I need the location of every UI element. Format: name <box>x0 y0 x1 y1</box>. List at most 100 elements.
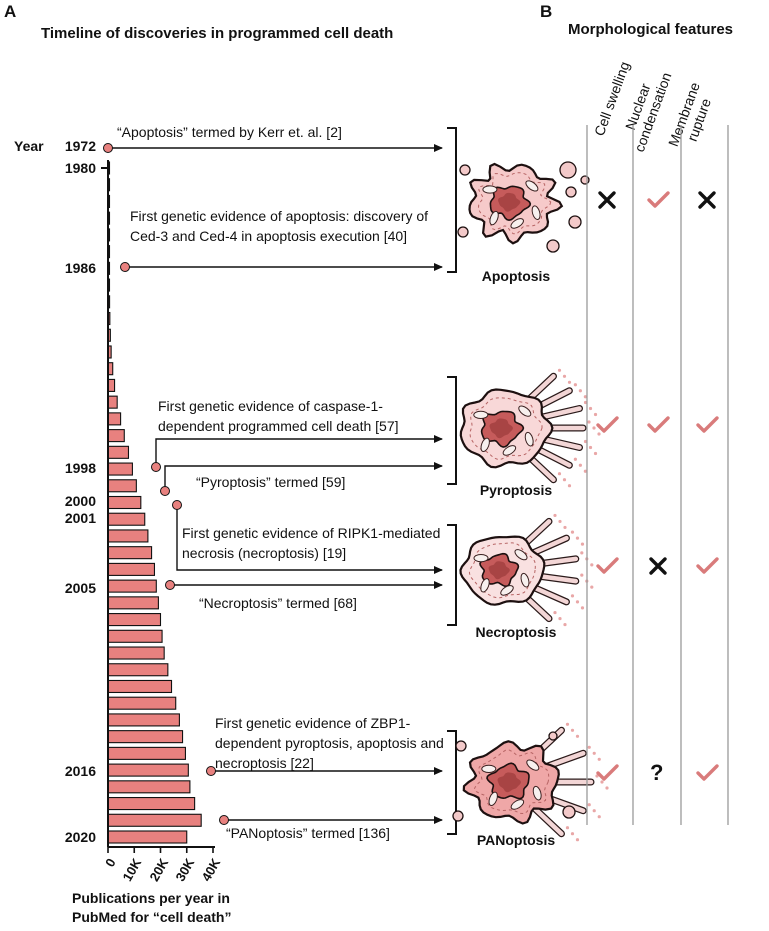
bar-2015 <box>107 746 186 760</box>
event-arrows <box>103 143 443 825</box>
mark-apoptosis-0-cross-icon <box>598 191 616 209</box>
event-text-necroptosis-termed: “Necroptosis” termed [68] <box>199 595 357 611</box>
panoptosis-cell-debris-3-2 <box>597 815 601 819</box>
bar-2003 <box>107 546 153 560</box>
pyroptosis-cell-debris-0-1 <box>562 374 567 378</box>
panoptosis-cell-process-fill-4 <box>529 803 564 836</box>
panoptosis-cell-debris-4-0 <box>565 826 570 830</box>
necroptosis-cell-debris-4-0 <box>570 594 575 598</box>
arrow-2000 <box>176 505 443 574</box>
pyroptosis-cell-debris-0-0 <box>557 368 562 372</box>
panel-a-letter: A <box>4 2 17 21</box>
bar-2019 <box>107 813 202 827</box>
event-text-caspase1: First genetic evidence of caspase-1-depe… <box>158 398 399 434</box>
necroptosis-cell-debris-5-2 <box>563 622 567 627</box>
event-text-panoptosis-termed: “PANoptosis” termed [136] <box>226 825 390 841</box>
panoptosis-cell-debris-0-2 <box>575 734 580 738</box>
pyroptosis-cell-organelle-2 <box>524 431 534 447</box>
mark-necroptosis-2-check-icon <box>696 557 719 574</box>
necroptosis-cell-debris-5-0 <box>553 610 557 615</box>
panel-b-letter: B <box>540 2 553 21</box>
arrow-2001 <box>164 462 443 491</box>
event-text-ced3-ced4: First genetic evidence of apoptosis: dis… <box>130 208 429 244</box>
panoptosis-cell-nucleolus <box>497 772 521 793</box>
mark-apoptosis-2-cross-icon <box>698 191 716 209</box>
cell-label-panoptosis: PANoptosis <box>476 832 556 848</box>
cell-illustrations <box>452 161 609 842</box>
marker-2020 <box>219 815 229 825</box>
arrow-1998 <box>155 435 443 467</box>
bar-1999 <box>107 479 137 493</box>
pyroptosis-cell <box>459 368 601 488</box>
pyroptosis-cell-organelle-4 <box>502 445 517 456</box>
panoptosis-cell-debris-1-1 <box>592 751 596 755</box>
necroptosis-cell-debris-0-0 <box>553 513 557 518</box>
event-text-pyroptosis-termed: “Pyroptosis” termed [59] <box>196 474 346 490</box>
bar-2005 <box>107 579 157 593</box>
panoptosis-cell-debris-1-0 <box>587 745 591 749</box>
panoptosis-cell-debris-3-0 <box>587 803 591 807</box>
necroptosis-cell-inner-membrane <box>468 542 536 599</box>
bar-1994 <box>107 395 118 409</box>
bar-2004 <box>107 562 156 576</box>
pyroptosis-cell-debris-2-1 <box>588 406 593 411</box>
bar-2018 <box>107 796 196 811</box>
pyroptosis-cell-debris-0-2 <box>567 380 572 384</box>
marker-1972 <box>103 143 113 153</box>
mark-panoptosis-0-check-icon <box>596 764 619 781</box>
bar-1995 <box>107 412 122 426</box>
apoptosis-cell-nucleolus <box>498 192 521 212</box>
bar-2000 <box>107 495 142 510</box>
necroptosis-cell-organelle-1 <box>514 549 528 561</box>
bar-2020 <box>107 830 188 844</box>
necroptosis-cell-debris-4-1 <box>575 600 580 604</box>
necroptosis-cell-debris-1-1 <box>575 536 580 540</box>
pyroptosis-cell-debris-5-2 <box>583 469 587 473</box>
chart-axes <box>101 160 215 853</box>
apoptosis-cell-organelle-0 <box>482 185 498 194</box>
pyroptosis-cell-organelle-1 <box>518 405 532 417</box>
feature-table <box>586 125 729 825</box>
mark-pyroptosis-2-check-icon <box>696 416 719 433</box>
cell-label-apoptosis: Apoptosis <box>481 268 551 284</box>
apoptosis-cell-organelle-2 <box>531 205 541 221</box>
x-axis-label-line2: PubMed for “cell death” <box>72 909 232 925</box>
panoptosis-cell-debris-4-2 <box>575 838 580 842</box>
bar-2012 <box>107 696 177 710</box>
panoptosis-cell-organelle-2 <box>532 785 542 801</box>
apoptosis-cell <box>457 161 590 253</box>
apoptosis-cell-apoptotic-body-3 <box>568 215 582 229</box>
bar-2013 <box>107 713 180 727</box>
bar-2006 <box>107 596 159 610</box>
bar-2014 <box>107 730 184 744</box>
panoptosis-cell-apoptotic-body-0 <box>455 740 467 752</box>
year-label-1986: 1986 <box>64 260 96 276</box>
bar-1997 <box>107 445 130 459</box>
panel-a-title: Timeline of discoveries in programmed ce… <box>41 25 394 42</box>
panoptosis-cell-organelle-1 <box>526 759 540 771</box>
necroptosis-cell-debris-1-0 <box>570 530 575 534</box>
marker-2001 <box>160 486 170 496</box>
bracket-apoptosis <box>447 127 457 273</box>
year-label-2005: 2005 <box>64 580 96 596</box>
panoptosis-cell-debris-2-1 <box>600 780 604 784</box>
panoptosis-cell-apoptotic-body-1 <box>562 805 576 819</box>
necroptosis-cell-debris-5-1 <box>558 616 562 621</box>
necroptosis-cell-debris-0-2 <box>563 525 567 530</box>
pyroptosis-cell-debris-4-2 <box>593 451 598 456</box>
mark-panoptosis-2-check-icon <box>696 764 719 781</box>
pyroptosis-cell-debris-6-1 <box>562 478 567 482</box>
panoptosis-cell-organelle-0 <box>481 764 497 774</box>
panoptosis-cell-debris-3-1 <box>592 809 596 813</box>
necroptosis-cell-organelle-4 <box>500 585 514 596</box>
bar-2008 <box>107 629 163 643</box>
apoptosis-cell-apoptotic-body-6 <box>580 175 590 185</box>
event-text-zbp1: First genetic evidence of ZBP1-dependent… <box>215 715 444 771</box>
x-axis-label-line1: Publications per year in <box>72 890 230 906</box>
marker-1986 <box>120 262 130 272</box>
mark-apoptosis-1-check-icon <box>647 191 670 208</box>
necroptosis-cell-debris-0-1 <box>558 519 562 524</box>
question-mark-panoptosis-nuclear-condensation: ? <box>650 760 664 785</box>
